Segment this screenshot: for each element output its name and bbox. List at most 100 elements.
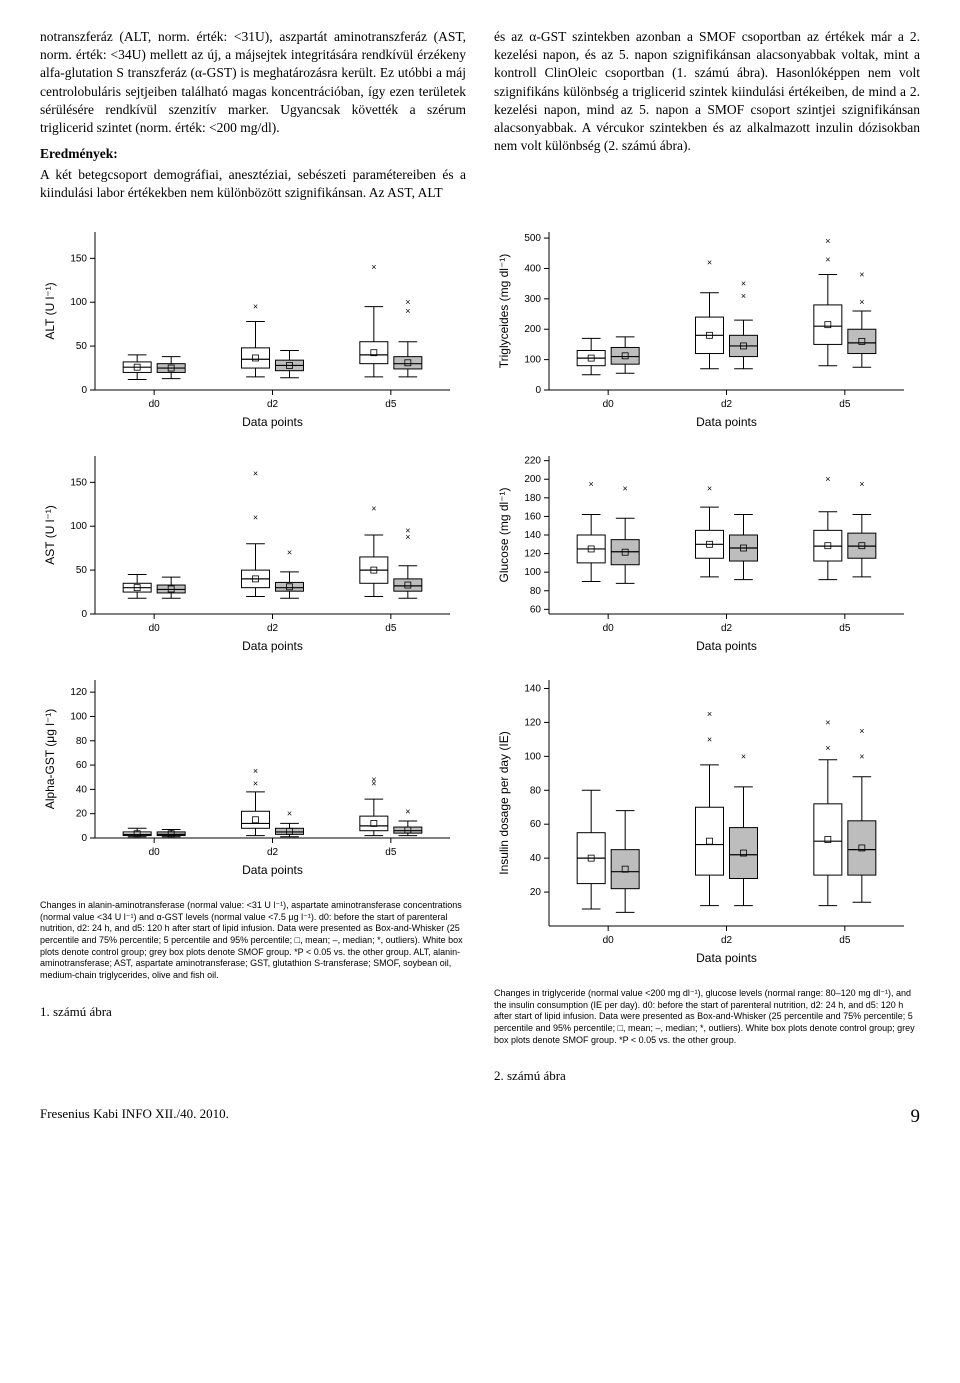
svg-text:100: 100 — [524, 567, 541, 578]
svg-text:×: × — [707, 257, 712, 267]
svg-text:d2: d2 — [721, 399, 733, 410]
svg-text:×: × — [859, 270, 864, 280]
svg-text:0: 0 — [81, 609, 87, 620]
svg-text:120: 120 — [70, 687, 87, 698]
page-root: notranszferáz (ALT, norm. érték: <31U), … — [0, 0, 960, 1148]
svg-text:Data points: Data points — [242, 415, 303, 429]
svg-text:d2: d2 — [721, 623, 733, 634]
svg-text:100: 100 — [524, 751, 541, 762]
caption-left: Changes in alanin-aminotransferase (norm… — [40, 900, 466, 982]
svg-text:100: 100 — [524, 355, 541, 366]
svg-text:×: × — [405, 297, 410, 307]
svg-text:500: 500 — [524, 233, 541, 244]
page-footer: Fresenius Kabi INFO XII./40. 2010. 9 — [40, 1106, 920, 1128]
right-para-1: és az α-GST szintekben azonban a SMOF cs… — [494, 28, 920, 156]
svg-text:×: × — [825, 254, 830, 264]
svg-text:ALT (U l⁻¹): ALT (U l⁻¹) — [43, 282, 57, 339]
svg-text:100: 100 — [70, 521, 87, 532]
svg-text:d5: d5 — [385, 399, 397, 410]
svg-text:×: × — [371, 504, 376, 514]
left-para-1: notranszferáz (ALT, norm. érték: <31U), … — [40, 28, 466, 137]
svg-text:d5: d5 — [839, 623, 851, 634]
svg-text:20: 20 — [76, 809, 88, 820]
chart-alt: 050100150ALT (U l⁻¹)d0×d2×××d5Data point… — [40, 222, 466, 434]
svg-text:220: 220 — [524, 456, 541, 467]
svg-text:d0: d0 — [603, 623, 615, 634]
svg-text:×: × — [253, 469, 258, 479]
svg-text:d2: d2 — [267, 623, 279, 634]
svg-text:×: × — [253, 512, 258, 522]
left-column: notranszferáz (ALT, norm. érték: <31U), … — [40, 28, 466, 208]
svg-text:AST (U l⁻¹): AST (U l⁻¹) — [43, 505, 57, 564]
svg-text:60: 60 — [530, 819, 542, 830]
svg-text:×: × — [741, 279, 746, 289]
svg-text:×: × — [859, 479, 864, 489]
svg-text:50: 50 — [76, 565, 88, 576]
svg-text:×: × — [859, 297, 864, 307]
figure-number-2: 2. számú ábra — [494, 1068, 920, 1084]
svg-text:d0: d0 — [149, 847, 161, 858]
figure-grid: 0 50 100 150 ALT (U l⁻¹) d0 × d2 × × × d5 Data point… — [40, 222, 920, 1084]
svg-text:d0: d0 — [149, 623, 161, 634]
svg-text:×: × — [371, 775, 376, 785]
svg-text:d0: d0 — [603, 935, 615, 946]
svg-text:d5: d5 — [385, 847, 397, 858]
right-column: és az α-GST szintekben azonban a SMOF cs… — [494, 28, 920, 208]
chart-ast: 050100150AST (U l⁻¹)d0×××d2×××d5Data poi… — [40, 446, 466, 658]
svg-text:×: × — [589, 479, 594, 489]
chart-trig: 0100200300400500Triglyceides (mg dl⁻¹)d0… — [494, 222, 920, 434]
svg-text:d5: d5 — [385, 623, 397, 634]
svg-text:100: 100 — [70, 297, 87, 308]
left-para-2: A két betegcsoport demográfiai, anesztéz… — [40, 166, 466, 202]
chart-gst: 020406080100120Alpha-GST (μg l⁻¹)d0×××d2… — [40, 670, 466, 882]
svg-text:×: × — [253, 302, 258, 312]
svg-text:Data points: Data points — [696, 415, 757, 429]
svg-text:20: 20 — [530, 887, 542, 898]
footer-issue: Fresenius Kabi INFO XII./40. 2010. — [40, 1106, 229, 1128]
svg-text:×: × — [825, 474, 830, 484]
svg-text:80: 80 — [530, 586, 542, 597]
svg-text:d2: d2 — [721, 935, 733, 946]
svg-text:d5: d5 — [839, 399, 851, 410]
svg-text:×: × — [825, 236, 830, 246]
svg-text:100: 100 — [70, 711, 87, 722]
svg-text:200: 200 — [524, 474, 541, 485]
svg-text:200: 200 — [524, 324, 541, 335]
figure-column-right: 0100200300400500Triglyceides (mg dl⁻¹)d0… — [494, 222, 920, 1084]
svg-text:d5: d5 — [839, 935, 851, 946]
svg-text:80: 80 — [76, 736, 88, 747]
svg-text:140: 140 — [524, 683, 541, 694]
svg-text:d0: d0 — [603, 399, 615, 410]
svg-text:0: 0 — [535, 385, 541, 396]
svg-text:Data points: Data points — [696, 951, 757, 965]
svg-text:×: × — [287, 809, 292, 819]
svg-text:140: 140 — [524, 530, 541, 541]
svg-text:150: 150 — [70, 253, 87, 264]
svg-text:×: × — [707, 734, 712, 744]
chart-glucose: 6080100120140160180200220Glucose (mg dl⁻… — [494, 446, 920, 658]
chart-insulin: 20406080100120140Insulin dosage per day … — [494, 670, 920, 970]
figure-column-left: 0 50 100 150 ALT (U l⁻¹) d0 × d2 × × × d5 Data point… — [40, 222, 466, 1084]
svg-text:d2: d2 — [267, 847, 279, 858]
svg-text:×: × — [371, 262, 376, 272]
svg-text:×: × — [859, 751, 864, 761]
svg-text:Data points: Data points — [242, 639, 303, 653]
svg-text:60: 60 — [530, 604, 542, 615]
svg-text:120: 120 — [524, 717, 541, 728]
svg-text:×: × — [287, 548, 292, 558]
svg-text:400: 400 — [524, 263, 541, 274]
svg-text:×: × — [859, 726, 864, 736]
footer-page-number: 9 — [911, 1106, 921, 1128]
svg-text:Triglyceides (mg dl⁻¹): Triglyceides (mg dl⁻¹) — [497, 254, 511, 369]
svg-text:d0: d0 — [149, 399, 161, 410]
svg-text:0: 0 — [81, 385, 87, 396]
svg-text:×: × — [253, 778, 258, 788]
svg-text:40: 40 — [76, 784, 88, 795]
svg-text:120: 120 — [524, 549, 541, 560]
svg-text:80: 80 — [530, 785, 542, 796]
svg-text:×: × — [623, 483, 628, 493]
svg-text:Alpha-GST (μg l⁻¹): Alpha-GST (μg l⁻¹) — [43, 709, 57, 809]
svg-text:×: × — [707, 709, 712, 719]
svg-text:160: 160 — [524, 511, 541, 522]
svg-text:×: × — [825, 743, 830, 753]
